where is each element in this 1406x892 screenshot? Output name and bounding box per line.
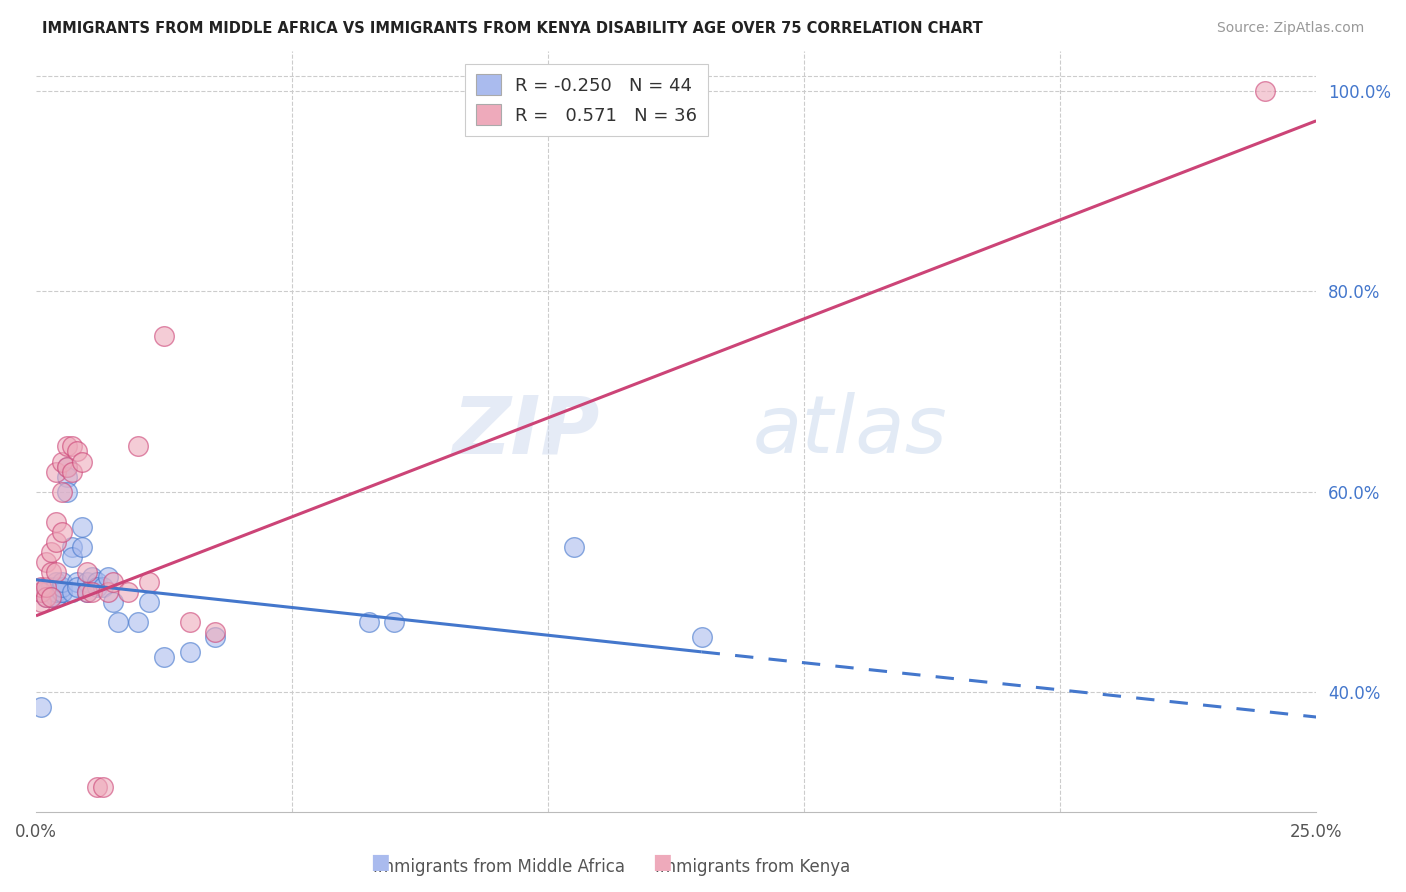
Point: [76, 565, 98, 579]
Point: [45, 534, 67, 549]
Point: [35, 584, 58, 599]
Point: [60, 584, 83, 599]
Point: [204, 630, 226, 644]
Point: [45, 574, 67, 589]
Point: [91, 780, 114, 794]
Point: [138, 595, 160, 609]
Text: IMMIGRANTS FROM MIDDLE AFRICA VS IMMIGRANTS FROM KENYA DISABILITY AGE OVER 75 CO: IMMIGRANTS FROM MIDDLE AFRICA VS IMMIGRA…: [42, 21, 983, 36]
Point: [179, 645, 201, 659]
Text: ZIP: ZIP: [451, 392, 599, 470]
Point: [51, 454, 73, 468]
Point: [117, 584, 139, 599]
Point: [107, 615, 129, 629]
Text: Source: ZipAtlas.com: Source: ZipAtlas.com: [1216, 21, 1364, 35]
Point: [82, 584, 104, 599]
Text: Immigrants from Middle Africa: Immigrants from Middle Africa: [373, 858, 626, 876]
Point: [153, 649, 176, 664]
Point: [690, 630, 713, 644]
Point: [70, 540, 93, 554]
Point: [45, 590, 67, 604]
Point: [51, 524, 73, 539]
Point: [86, 580, 108, 594]
Text: atlas: atlas: [752, 392, 948, 470]
Point: [51, 584, 73, 599]
Point: [35, 590, 58, 604]
Point: [97, 584, 120, 599]
Point: [55, 459, 77, 474]
Point: [30, 595, 52, 609]
Point: [97, 570, 120, 584]
Point: [82, 570, 104, 584]
Point: [45, 584, 67, 599]
Point: [55, 484, 77, 499]
Point: [30, 584, 52, 599]
Point: [86, 780, 108, 794]
Point: [76, 574, 98, 589]
Point: [86, 574, 108, 589]
Point: [39, 584, 62, 599]
Text: Immigrants from Kenya: Immigrants from Kenya: [655, 858, 849, 876]
Point: [30, 580, 52, 594]
Point: [51, 574, 73, 589]
Point: [35, 555, 58, 569]
Point: [153, 329, 176, 343]
Point: [138, 574, 160, 589]
Point: [179, 615, 201, 629]
Point: [127, 440, 149, 454]
Point: [35, 590, 58, 604]
Point: [357, 615, 380, 629]
Point: [60, 540, 83, 554]
Point: [127, 615, 149, 629]
Point: [60, 440, 83, 454]
Point: [45, 590, 67, 604]
Point: [45, 515, 67, 529]
Point: [66, 580, 89, 594]
Point: [39, 544, 62, 558]
Point: [66, 444, 89, 458]
Point: [39, 590, 62, 604]
Point: [70, 519, 93, 533]
Point: [55, 459, 77, 474]
Point: [70, 454, 93, 468]
Text: ■: ■: [370, 853, 389, 872]
Point: [60, 549, 83, 564]
Point: [562, 540, 585, 554]
Legend: R = -0.250   N = 44, R =   0.571   N = 36: R = -0.250 N = 44, R = 0.571 N = 36: [465, 63, 709, 136]
Point: [39, 565, 62, 579]
Point: [204, 624, 226, 639]
Text: ■: ■: [652, 853, 672, 872]
Point: [101, 595, 124, 609]
Point: [91, 580, 114, 594]
Point: [39, 590, 62, 604]
Point: [30, 700, 52, 714]
Point: [55, 469, 77, 483]
Point: [45, 565, 67, 579]
Point: [101, 574, 124, 589]
Point: [30, 584, 52, 599]
Point: [39, 580, 62, 594]
Point: [60, 465, 83, 479]
Point: [55, 440, 77, 454]
Point: [51, 580, 73, 594]
Point: [51, 484, 73, 499]
Point: [35, 580, 58, 594]
Point: [51, 584, 73, 599]
Point: [76, 584, 98, 599]
Point: [1254, 84, 1277, 98]
Point: [66, 574, 89, 589]
Point: [384, 615, 406, 629]
Point: [76, 584, 98, 599]
Point: [45, 465, 67, 479]
Point: [45, 580, 67, 594]
